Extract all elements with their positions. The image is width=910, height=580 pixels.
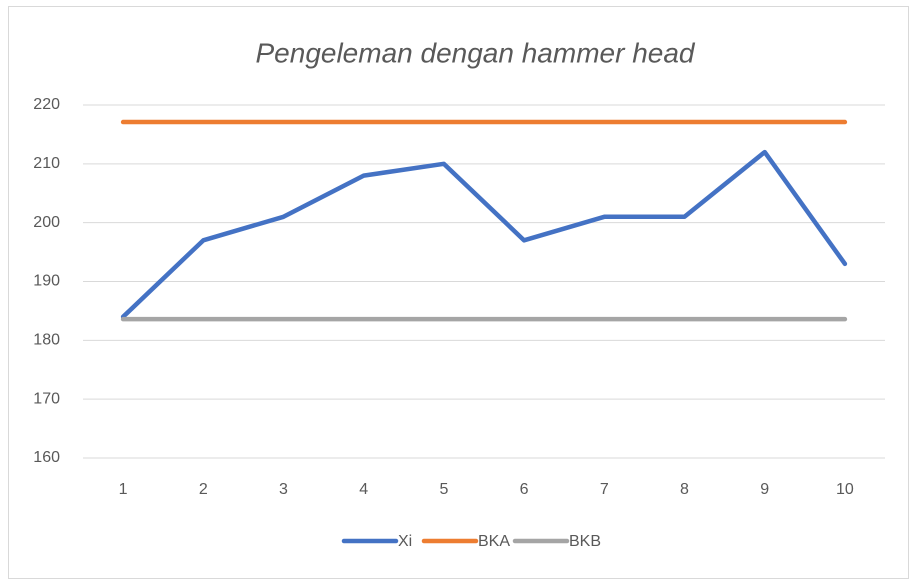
y-tick-label: 200 — [33, 214, 60, 231]
x-tick-label: 10 — [836, 481, 854, 498]
x-tick-label: 3 — [279, 481, 288, 498]
y-tick-label: 180 — [33, 332, 60, 349]
y-tick-label: 210 — [33, 155, 60, 172]
x-tick-label: 7 — [600, 481, 609, 498]
series-line — [120, 149, 848, 320]
legend-label: BKB — [569, 533, 601, 550]
chart-frame — [8, 6, 909, 579]
x-tick-label: 2 — [199, 481, 208, 498]
x-tick-label: 8 — [680, 481, 689, 498]
x-tick-label: 1 — [119, 481, 128, 498]
x-tick-label: 5 — [439, 481, 448, 498]
x-tick-label: 6 — [520, 481, 529, 498]
x-tick-label: 4 — [359, 481, 368, 498]
x-tick-label: 9 — [760, 481, 769, 498]
y-tick-label: 190 — [33, 273, 60, 290]
legend-label: BKA — [478, 533, 510, 550]
y-tick-label: 220 — [33, 96, 60, 113]
legend-label: Xi — [398, 533, 412, 550]
y-tick-label: 170 — [33, 390, 60, 407]
y-tick-label: 160 — [33, 449, 60, 466]
chart-title: Pengeleman dengan hammer head — [256, 37, 696, 68]
